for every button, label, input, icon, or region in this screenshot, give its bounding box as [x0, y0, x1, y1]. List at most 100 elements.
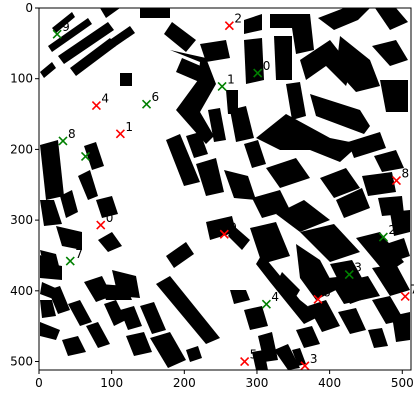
building	[48, 18, 92, 52]
green-marker-6	[141, 99, 152, 109]
building	[186, 346, 202, 362]
building	[266, 158, 310, 188]
building	[52, 12, 75, 33]
building	[58, 22, 114, 64]
green-marker-2	[378, 232, 388, 242]
y-tick-label: 0	[25, 1, 33, 15]
building	[206, 216, 236, 240]
y-tick-label: 200	[10, 142, 33, 156]
marker-label: 9	[62, 20, 70, 34]
building	[98, 232, 122, 252]
x-tick-label: 0	[35, 376, 43, 390]
building	[120, 306, 142, 330]
building	[40, 282, 60, 300]
building	[150, 332, 186, 368]
building	[104, 300, 126, 326]
red-marker-6	[313, 294, 323, 304]
building	[230, 106, 254, 142]
red-marker-2	[224, 21, 234, 31]
building	[166, 134, 200, 186]
marker-label: 5	[250, 348, 258, 362]
building	[62, 336, 86, 356]
building	[40, 300, 56, 318]
marker-label: 2	[234, 12, 242, 26]
building	[256, 114, 360, 162]
building	[270, 14, 314, 54]
building	[40, 140, 64, 200]
building	[244, 14, 262, 34]
y-tick-label: 100	[10, 72, 33, 86]
red-marker-4	[91, 101, 101, 111]
building	[308, 300, 340, 332]
building	[40, 62, 56, 78]
marker-label: 1	[227, 72, 235, 86]
marker-label: 6	[152, 90, 160, 104]
marker-label: 3	[310, 352, 318, 366]
building	[170, 50, 216, 144]
building	[336, 36, 380, 92]
building	[328, 276, 362, 304]
building	[368, 328, 388, 348]
building	[96, 196, 118, 218]
building	[378, 196, 404, 216]
building	[276, 200, 330, 232]
building	[228, 226, 250, 250]
map-area	[39, 8, 411, 370]
building	[318, 8, 370, 30]
x-tick-label: 500	[391, 376, 414, 390]
building	[68, 300, 92, 326]
building	[226, 90, 238, 114]
building	[244, 140, 266, 168]
building	[40, 255, 52, 272]
marker-label: 6	[323, 285, 331, 299]
building	[200, 40, 230, 62]
red-marker-0	[96, 220, 106, 230]
building	[392, 312, 410, 342]
marker-label: 0	[263, 59, 271, 73]
marker-label: 2	[388, 223, 396, 237]
x-tick-label: 100	[100, 376, 123, 390]
building	[120, 73, 132, 86]
building	[156, 276, 220, 344]
building	[356, 232, 404, 274]
axes-frame	[38, 7, 412, 371]
red-marker-9	[219, 229, 229, 239]
green-marker-8	[58, 136, 68, 146]
green-marker-0	[253, 68, 263, 78]
building	[374, 150, 404, 172]
green-marker-1	[217, 81, 227, 92]
building	[166, 242, 194, 268]
building	[362, 172, 396, 196]
red-marker-5	[240, 356, 250, 367]
building	[380, 80, 408, 112]
building	[350, 276, 380, 300]
building	[208, 108, 226, 142]
building	[300, 224, 360, 262]
building	[196, 158, 224, 196]
green-marker-5	[80, 151, 91, 162]
red-marker-7	[400, 291, 410, 302]
building	[250, 222, 290, 264]
green-marker-9	[52, 29, 62, 39]
marker-label: 4	[101, 92, 109, 106]
green-marker-7	[65, 256, 75, 266]
y-tick-label: 300	[10, 213, 33, 227]
marker-label: 8	[68, 127, 76, 141]
marker-label: 3	[354, 261, 362, 275]
marker-label: 8	[401, 167, 409, 181]
building	[95, 26, 135, 57]
building	[84, 142, 104, 170]
marker-label: 5	[91, 142, 99, 156]
building	[56, 226, 82, 250]
marker-label: 9	[229, 220, 237, 234]
building	[274, 36, 292, 80]
green-marker-3	[344, 269, 354, 280]
building	[372, 40, 408, 66]
building	[244, 306, 268, 330]
marker-label: 7	[410, 282, 414, 296]
building	[140, 302, 166, 334]
building	[100, 8, 120, 18]
red-marker-8	[391, 175, 402, 186]
